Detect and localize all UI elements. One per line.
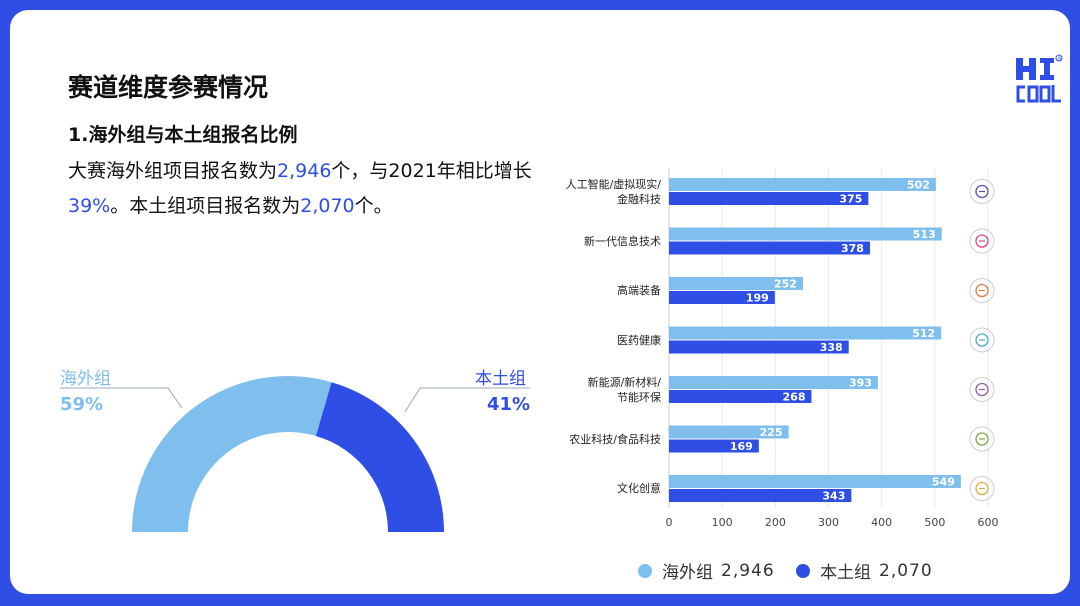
- overseas-value-label: 393: [849, 377, 872, 390]
- overseas-bar: [669, 326, 942, 340]
- local-value-label: 343: [822, 490, 845, 503]
- category-label: 新能源/新材料/节能环保: [587, 375, 661, 404]
- summary-part-4: 个。: [354, 195, 393, 217]
- x-tick-label: 400: [871, 516, 892, 529]
- local-legend-label: 本土组: [820, 563, 871, 583]
- svg-text:R: R: [1058, 57, 1062, 63]
- overseas-value-label: 225: [760, 426, 783, 439]
- summary-text: 大赛海外组项目报名数为2,946个，与2021年相比增长 39%。本土组项目报名数…: [68, 154, 538, 224]
- section-title: 1.海外组与本土组报名比例: [68, 124, 298, 146]
- x-tick-label: 300: [818, 516, 839, 529]
- category-label: 新一代信息技术: [584, 234, 661, 248]
- dna-icon-glyph: [975, 333, 989, 347]
- x-tick-label: 0: [666, 516, 673, 529]
- overseas-count-highlight: 2,946: [277, 160, 332, 182]
- palette-icon: [969, 476, 995, 501]
- overseas-value-label: 502: [907, 179, 930, 192]
- overseas-bar: [669, 277, 803, 290]
- solar-panel-icon: [969, 377, 995, 402]
- ai-chip-icon-glyph: [975, 184, 989, 199]
- local-bar: [669, 192, 869, 205]
- x-tick-label: 100: [712, 516, 733, 529]
- signal-broadcast-icon-glyph: [975, 234, 989, 248]
- summary-part-2: 个，与2021年相比增长: [331, 160, 532, 182]
- local-bar: [669, 489, 852, 502]
- overseas-leader-line: [60, 387, 183, 409]
- local-bar: [669, 390, 812, 403]
- local-value-label: 268: [783, 391, 806, 404]
- local-percent: 41%: [487, 394, 531, 415]
- overseas-value-label: 252: [774, 278, 797, 291]
- overseas-value-label: 549: [932, 476, 955, 489]
- overseas-value-label: 512: [912, 327, 935, 340]
- donut-segment-local: [315, 382, 444, 532]
- local-value-label: 378: [841, 242, 864, 255]
- overseas-legend-label: 海外组: [662, 563, 713, 583]
- summary-part-1: 大赛海外组项目报名数为: [68, 160, 278, 182]
- local-value-label: 199: [746, 292, 769, 305]
- ai-chip-icon: [969, 179, 995, 204]
- category-label: 农业科技/食品科技: [569, 432, 661, 446]
- local-count-highlight: 2,070: [300, 195, 355, 217]
- category-label: 医药健康: [617, 333, 661, 347]
- category-label: 人工智能/虚拟现实/金融科技: [565, 177, 661, 206]
- summary-part-3: 。本土组项目报名数为: [110, 195, 301, 217]
- overseas-label: 海外组: [60, 369, 111, 389]
- local-value-label: 169: [730, 440, 753, 453]
- palette-icon-glyph: [975, 481, 989, 496]
- local-value-label: 375: [839, 193, 862, 206]
- hicool-logo-icon: R: [1016, 54, 1063, 103]
- growth-highlight: 39%: [68, 195, 111, 217]
- category-label: 文化创意: [617, 482, 661, 495]
- overseas-bar: [669, 227, 942, 241]
- x-tick-label: 200: [765, 516, 786, 529]
- x-tick-label: 500: [924, 516, 945, 529]
- overseas-bar: [669, 475, 961, 488]
- signal-broadcast-icon: [969, 228, 995, 254]
- local-legend-total: 2,070: [879, 560, 933, 581]
- donut-segment-overseas: [132, 376, 332, 532]
- category-label: 高端装备: [617, 284, 661, 297]
- legend-overseas: 海外组 2,946: [638, 558, 775, 583]
- legend-local: 本土组 2,070: [796, 558, 933, 583]
- local-legend-swatch: [796, 563, 810, 578]
- wheat-grain-icon: [969, 426, 995, 452]
- x-tick-label: 600: [978, 516, 999, 529]
- overseas-bar: [669, 425, 789, 439]
- dna-icon: [969, 327, 995, 353]
- local-bar: [669, 291, 775, 304]
- half-donut-chart: [60, 376, 530, 532]
- local-bar: [669, 241, 870, 255]
- local-value-label: 338: [820, 341, 843, 354]
- robot-arm-icon: [969, 278, 995, 303]
- solar-panel-icon-glyph: [975, 382, 989, 397]
- overseas-bar: [669, 178, 936, 191]
- overseas-bar: [669, 376, 878, 389]
- local-leader-line: [404, 387, 530, 413]
- overseas-legend-total: 2,946: [721, 560, 775, 581]
- overseas-legend-swatch: [638, 563, 652, 578]
- local-bar: [669, 340, 849, 354]
- overseas-percent: 59%: [60, 394, 104, 415]
- slide-frame: R 赛道维度参赛情况 1.海外组与本土组报名比例 大赛海外组项目报名数为2,94…: [10, 10, 1070, 594]
- robot-arm-icon-glyph: [975, 283, 989, 298]
- local-bar: [669, 439, 759, 453]
- page-title: 赛道维度参赛情况: [68, 73, 269, 102]
- overseas-value-label: 513: [913, 228, 936, 241]
- wheat-grain-icon-glyph: [975, 432, 989, 446]
- local-label: 本土组: [475, 369, 526, 389]
